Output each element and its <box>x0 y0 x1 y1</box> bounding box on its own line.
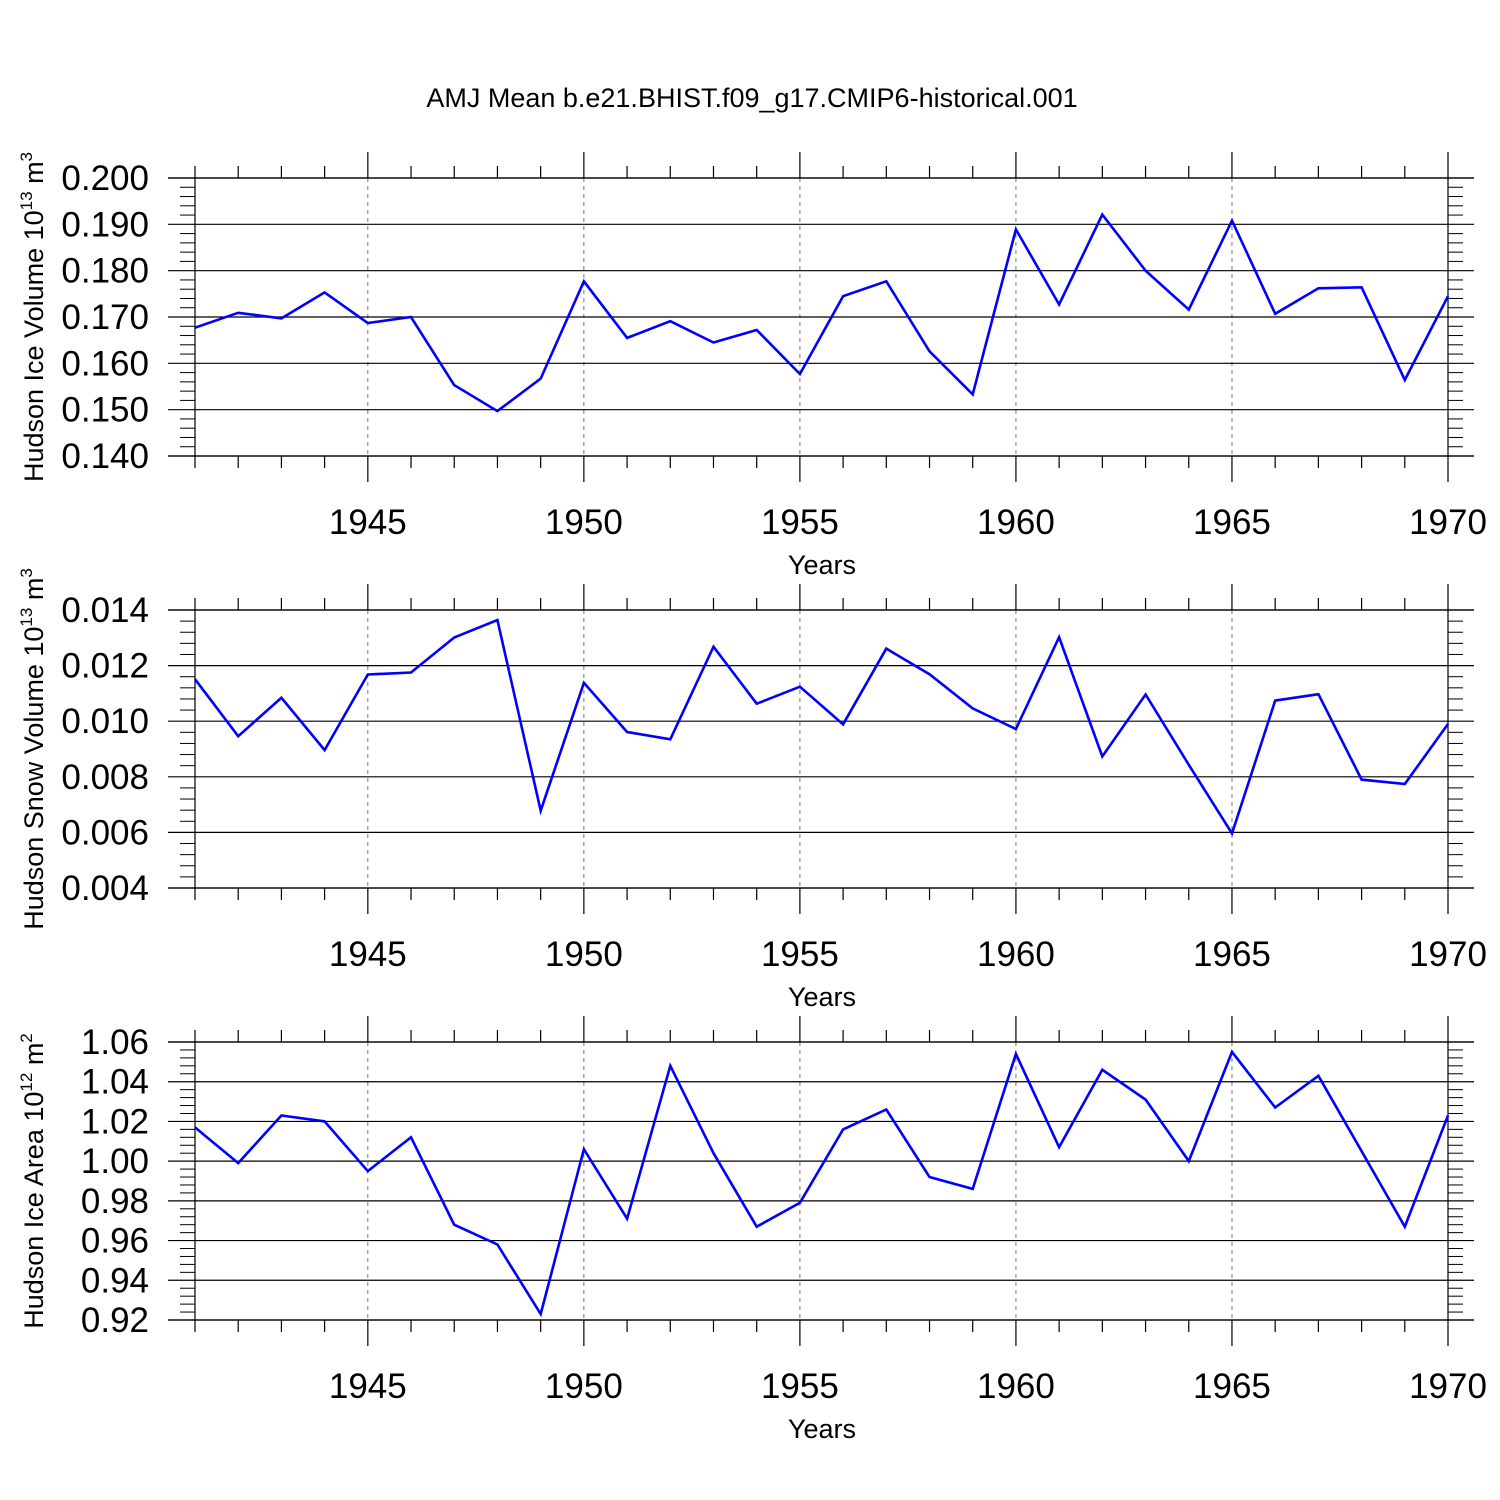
y-axis-title: Hudson Ice Volume 1013 m3 <box>17 152 49 482</box>
y-tick-label: 0.160 <box>61 344 149 383</box>
x-tick-label: 1965 <box>1193 503 1271 542</box>
y-tick-label: 0.012 <box>61 647 149 686</box>
y-tick-label: 0.008 <box>61 758 149 797</box>
x-tick-label: 1965 <box>1193 935 1271 974</box>
series-line-snow-volume <box>193 618 1450 837</box>
x-tick-label: 1960 <box>977 1367 1055 1406</box>
x-tick-label: 1950 <box>545 935 623 974</box>
y-tick-label: 0.98 <box>81 1182 149 1221</box>
x-tick-label: 1950 <box>545 1367 623 1406</box>
y-tick-label: 0.150 <box>61 391 149 430</box>
x-tick-label: 1960 <box>977 503 1055 542</box>
x-tick-label: 1950 <box>545 503 623 542</box>
x-tick-label: 1970 <box>1409 1367 1487 1406</box>
y-axis-title: Hudson Ice Area 1012 m2 <box>17 1033 49 1329</box>
y-tick-label: 0.006 <box>61 813 149 852</box>
y-tick-label: 1.02 <box>81 1102 149 1141</box>
y-tick-label: 0.94 <box>81 1261 149 1300</box>
chart-title: AMJ Mean b.e21.BHIST.f09_g17.CMIP6-histo… <box>426 83 1077 113</box>
x-tick-label: 1960 <box>977 935 1055 974</box>
y-tick-label: 1.04 <box>81 1063 149 1102</box>
x-tick-label: 1945 <box>329 1367 407 1406</box>
y-tick-label: 0.190 <box>61 205 149 244</box>
x-tick-label: 1965 <box>1193 1367 1271 1406</box>
x-tick-label: 1970 <box>1409 503 1487 542</box>
y-tick-label: 0.96 <box>81 1222 149 1261</box>
y-tick-label: 0.140 <box>61 437 149 476</box>
x-axis-title: Years <box>788 550 856 580</box>
y-tick-label: 0.180 <box>61 252 149 291</box>
panel-snow-volume: 0.004 0.006 0.008 0.010 0.012 0.014 1945 1950 19… <box>17 568 1487 1012</box>
y-tick-label: 0.004 <box>61 869 149 908</box>
x-axis-title: Years <box>788 1414 856 1444</box>
x-tick-label: 1945 <box>329 503 407 542</box>
panel-ice-area: 0.920.940.960.981.001.021.041.06 1945 1950… <box>17 1016 1487 1444</box>
y-tick-label: 0.014 <box>61 591 149 630</box>
y-tick-label: 1.06 <box>81 1023 149 1062</box>
series-line-ice-area <box>194 1049 1450 1318</box>
y-tick-label: 0.010 <box>61 702 149 741</box>
x-tick-label: 1955 <box>761 935 839 974</box>
x-axis-title: Years <box>788 982 856 1012</box>
chart-panels: 0.140 0.150 0.160 0.170 0.180 0.190 0.200 1945 1… <box>17 152 1487 1444</box>
y-tick-label: 0.170 <box>61 298 149 337</box>
y-tick-label: 0.92 <box>81 1301 149 1340</box>
x-tick-label: 1955 <box>761 503 839 542</box>
y-tick-label: 0.200 <box>61 159 149 198</box>
y-tick-label: 1.00 <box>81 1142 149 1181</box>
x-tick-label: 1945 <box>329 935 407 974</box>
x-tick-label: 1955 <box>761 1367 839 1406</box>
series-line-ice-volume <box>194 212 1450 413</box>
x-tick-label: 1970 <box>1409 935 1487 974</box>
y-axis-title: Hudson Snow Volume 1013 m3 <box>17 568 49 930</box>
panel-ice-volume: 0.140 0.150 0.160 0.170 0.180 0.190 0.200 1945 1… <box>17 152 1487 580</box>
